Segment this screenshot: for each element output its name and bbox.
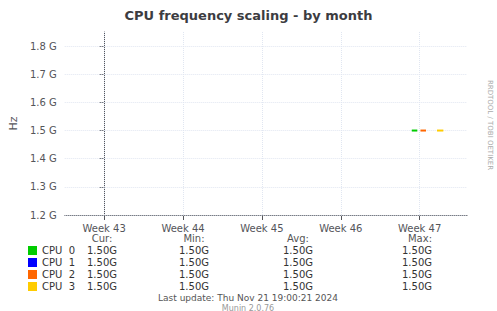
svg-text:CPU 2: CPU 2 <box>42 269 75 280</box>
svg-text:1.6 G: 1.6 G <box>30 97 57 108</box>
svg-text:1.50G: 1.50G <box>402 245 432 256</box>
svg-text:1.50G: 1.50G <box>402 257 432 268</box>
svg-text:1.7 G: 1.7 G <box>30 69 57 80</box>
svg-text:RRDTOOL / TOBI OETIKER: RRDTOOL / TOBI OETIKER <box>486 80 494 170</box>
svg-text:Max:: Max: <box>408 233 432 244</box>
svg-text:1.50G: 1.50G <box>179 245 209 256</box>
svg-text:CPU frequency scaling - by mon: CPU frequency scaling - by month <box>124 8 372 23</box>
svg-text:1.50G: 1.50G <box>283 245 313 256</box>
svg-text:Min:: Min: <box>183 233 204 244</box>
svg-text:1.50G: 1.50G <box>87 257 117 268</box>
svg-text:1.50G: 1.50G <box>283 257 313 268</box>
svg-text:Hz: Hz <box>7 116 20 130</box>
svg-text:1.50G: 1.50G <box>179 269 209 280</box>
svg-text:1.50G: 1.50G <box>179 281 209 292</box>
svg-text:1.50G: 1.50G <box>283 269 313 280</box>
svg-text:CPU 3: CPU 3 <box>42 281 75 292</box>
svg-text:1.50G: 1.50G <box>179 257 209 268</box>
svg-text:Avg:: Avg: <box>287 233 309 244</box>
svg-text:1.50G: 1.50G <box>402 281 432 292</box>
svg-text:CPU 1: CPU 1 <box>42 257 75 268</box>
svg-text:Munin 2.0.76: Munin 2.0.76 <box>222 304 274 311</box>
svg-text:1.3 G: 1.3 G <box>30 181 57 192</box>
svg-text:Week 47: Week 47 <box>398 223 441 234</box>
svg-text:1.50G: 1.50G <box>283 281 313 292</box>
svg-text:1.8 G: 1.8 G <box>30 41 57 52</box>
svg-text:Week 43: Week 43 <box>83 223 126 234</box>
svg-text:1.5 G: 1.5 G <box>30 125 57 136</box>
svg-text:1.50G: 1.50G <box>87 245 117 256</box>
svg-text:Last update: Thu Nov 21 19:00:: Last update: Thu Nov 21 19:00:21 2024 <box>158 293 338 303</box>
svg-text:1.50G: 1.50G <box>87 269 117 280</box>
svg-text:Week 45: Week 45 <box>240 223 283 234</box>
svg-text:Cur:: Cur: <box>92 233 113 244</box>
svg-text:1.4 G: 1.4 G <box>30 153 57 164</box>
svg-text:1.50G: 1.50G <box>402 269 432 280</box>
svg-text:CPU 0: CPU 0 <box>42 245 75 256</box>
svg-text:Week 46: Week 46 <box>319 223 362 234</box>
svg-text:1.2 G: 1.2 G <box>30 210 57 221</box>
svg-text:Week 44: Week 44 <box>161 223 204 234</box>
svg-text:1.50G: 1.50G <box>87 281 117 292</box>
